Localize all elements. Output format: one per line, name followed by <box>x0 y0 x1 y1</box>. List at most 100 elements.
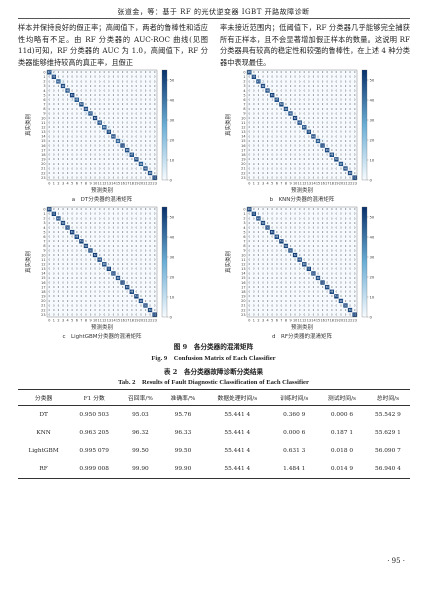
cell-value: 0 <box>127 71 129 74</box>
cell-value: 0 <box>267 122 269 125</box>
cell-value: 0 <box>267 71 269 74</box>
cell-value: 0 <box>317 126 319 129</box>
cell-value: 0 <box>145 172 147 175</box>
cell-value: 0 <box>317 85 319 88</box>
cell-value: 50 <box>107 131 110 134</box>
cell-value: 0 <box>140 71 142 74</box>
cell-value: 0 <box>253 140 255 143</box>
cell-value: 0 <box>267 76 269 79</box>
cell-value: 0 <box>290 94 292 97</box>
cell-value: 0 <box>72 131 74 134</box>
y-tick-label: 22 <box>241 171 245 175</box>
panel-caption: c LightGBM分类器的混淆矩阵 <box>62 332 142 340</box>
cell-value: 0 <box>262 71 264 74</box>
table-cell: 99.90 <box>119 460 162 479</box>
cell-value: 0 <box>67 163 69 166</box>
cell-value: 0 <box>290 103 292 106</box>
cell-value: 0 <box>81 89 83 92</box>
cell-value: 0 <box>262 131 264 134</box>
y-tick-label: 7 <box>243 240 245 244</box>
y-tick-label: 7 <box>243 103 245 107</box>
cell-value: 0 <box>336 71 338 74</box>
y-tick-label: 7 <box>43 103 45 107</box>
cell-value: 0 <box>308 126 310 129</box>
x-tick-label: 4 <box>67 319 69 323</box>
cell-value: 0 <box>108 135 110 138</box>
cell-value: 0 <box>108 94 110 97</box>
cell-value: 0 <box>140 122 142 125</box>
cell-value: 0 <box>345 112 347 115</box>
cell-value: 0 <box>72 172 74 175</box>
cell-value: 0 <box>76 140 78 143</box>
cell-value: 0 <box>262 94 264 97</box>
y-tick-label: 3 <box>43 221 45 225</box>
x-tick-label: 4 <box>267 182 269 186</box>
cell-value: 0 <box>322 89 324 92</box>
cell-value: 0 <box>294 112 296 115</box>
cell-value: 0 <box>67 172 69 175</box>
x-tick-label: 7 <box>280 182 282 186</box>
cell-value: 0 <box>317 99 319 102</box>
y-tick-label: 19 <box>241 295 245 299</box>
x-tick-label: 8 <box>285 319 287 323</box>
cell-value: 0 <box>299 76 301 79</box>
y-tick-label: 10 <box>241 116 245 120</box>
cell-value: 0 <box>117 144 119 147</box>
cell-value: 0 <box>81 122 83 125</box>
cell-value: 0 <box>76 122 78 125</box>
cell-value: 0 <box>322 126 324 129</box>
cell-value: 0 <box>81 149 83 152</box>
cell-value: 49 <box>312 135 315 138</box>
cell-value: 0 <box>49 80 51 83</box>
cell-value: 0 <box>272 140 274 143</box>
y-tick-label: 23 <box>241 176 245 180</box>
cell-value: 0 <box>108 172 110 175</box>
cell-value: 0 <box>90 135 92 138</box>
cell-value: 0 <box>354 99 356 102</box>
cell-value: 0 <box>72 158 74 161</box>
table-cell: 96.33 <box>174 430 192 436</box>
cell-value: 0 <box>249 131 251 134</box>
cell-value: 0 <box>117 99 119 102</box>
cell-value: 0 <box>253 71 255 74</box>
cell-value: 0 <box>76 154 78 157</box>
cell-value: 0 <box>49 103 51 106</box>
cell-value: 0 <box>294 71 296 74</box>
colorbar-tick-label: 50 <box>170 214 175 219</box>
cell-value: 0 <box>108 117 110 120</box>
cell-value: 0 <box>108 122 110 125</box>
table-cell: 55.441 4 <box>224 430 251 436</box>
cell-value: 0 <box>67 158 69 161</box>
table-cell: 56.090 7 <box>375 448 401 454</box>
cell-value: 0 <box>113 172 115 175</box>
cell-value: 0 <box>290 131 292 134</box>
cell-value: 0 <box>76 112 78 115</box>
cell-value: 0 <box>276 131 278 134</box>
cell-value: 0 <box>249 108 251 111</box>
cell-value: 0 <box>154 163 156 166</box>
cell-value: 0 <box>154 122 156 125</box>
y-tick-label: 6 <box>43 98 45 102</box>
cell-value: 0 <box>258 76 260 79</box>
cell-value: 0 <box>285 122 287 125</box>
colorbar <box>161 69 168 181</box>
cell-value: 0 <box>336 122 338 125</box>
cell-value: 0 <box>149 140 151 143</box>
cell-value: 0 <box>90 108 92 111</box>
cell-value: 0 <box>258 71 260 74</box>
colorbar-tick-label: 0 <box>170 314 173 319</box>
cell-value: 0 <box>58 163 60 166</box>
x-tick-label: 5 <box>271 319 273 323</box>
header-row: 分类器 F1 分数 召回率/% 准确率/% 数据处理时间/s 训练时间/s 测试时间/s 总时… <box>18 389 410 406</box>
cell-value: 0 <box>149 80 151 83</box>
cell-value: 0 <box>99 131 101 134</box>
y-tick-label: 15 <box>41 276 45 280</box>
cell-value: 0 <box>49 117 51 120</box>
cell-value: 0 <box>108 89 110 92</box>
cell-value: 0 <box>72 177 74 180</box>
y-tick-label: 22 <box>41 308 45 312</box>
table-cell: 0.018 0 <box>330 448 354 454</box>
cell-value: 49 <box>262 85 265 88</box>
cell-value: 0 <box>117 71 119 74</box>
cell-value: 0 <box>331 131 333 134</box>
